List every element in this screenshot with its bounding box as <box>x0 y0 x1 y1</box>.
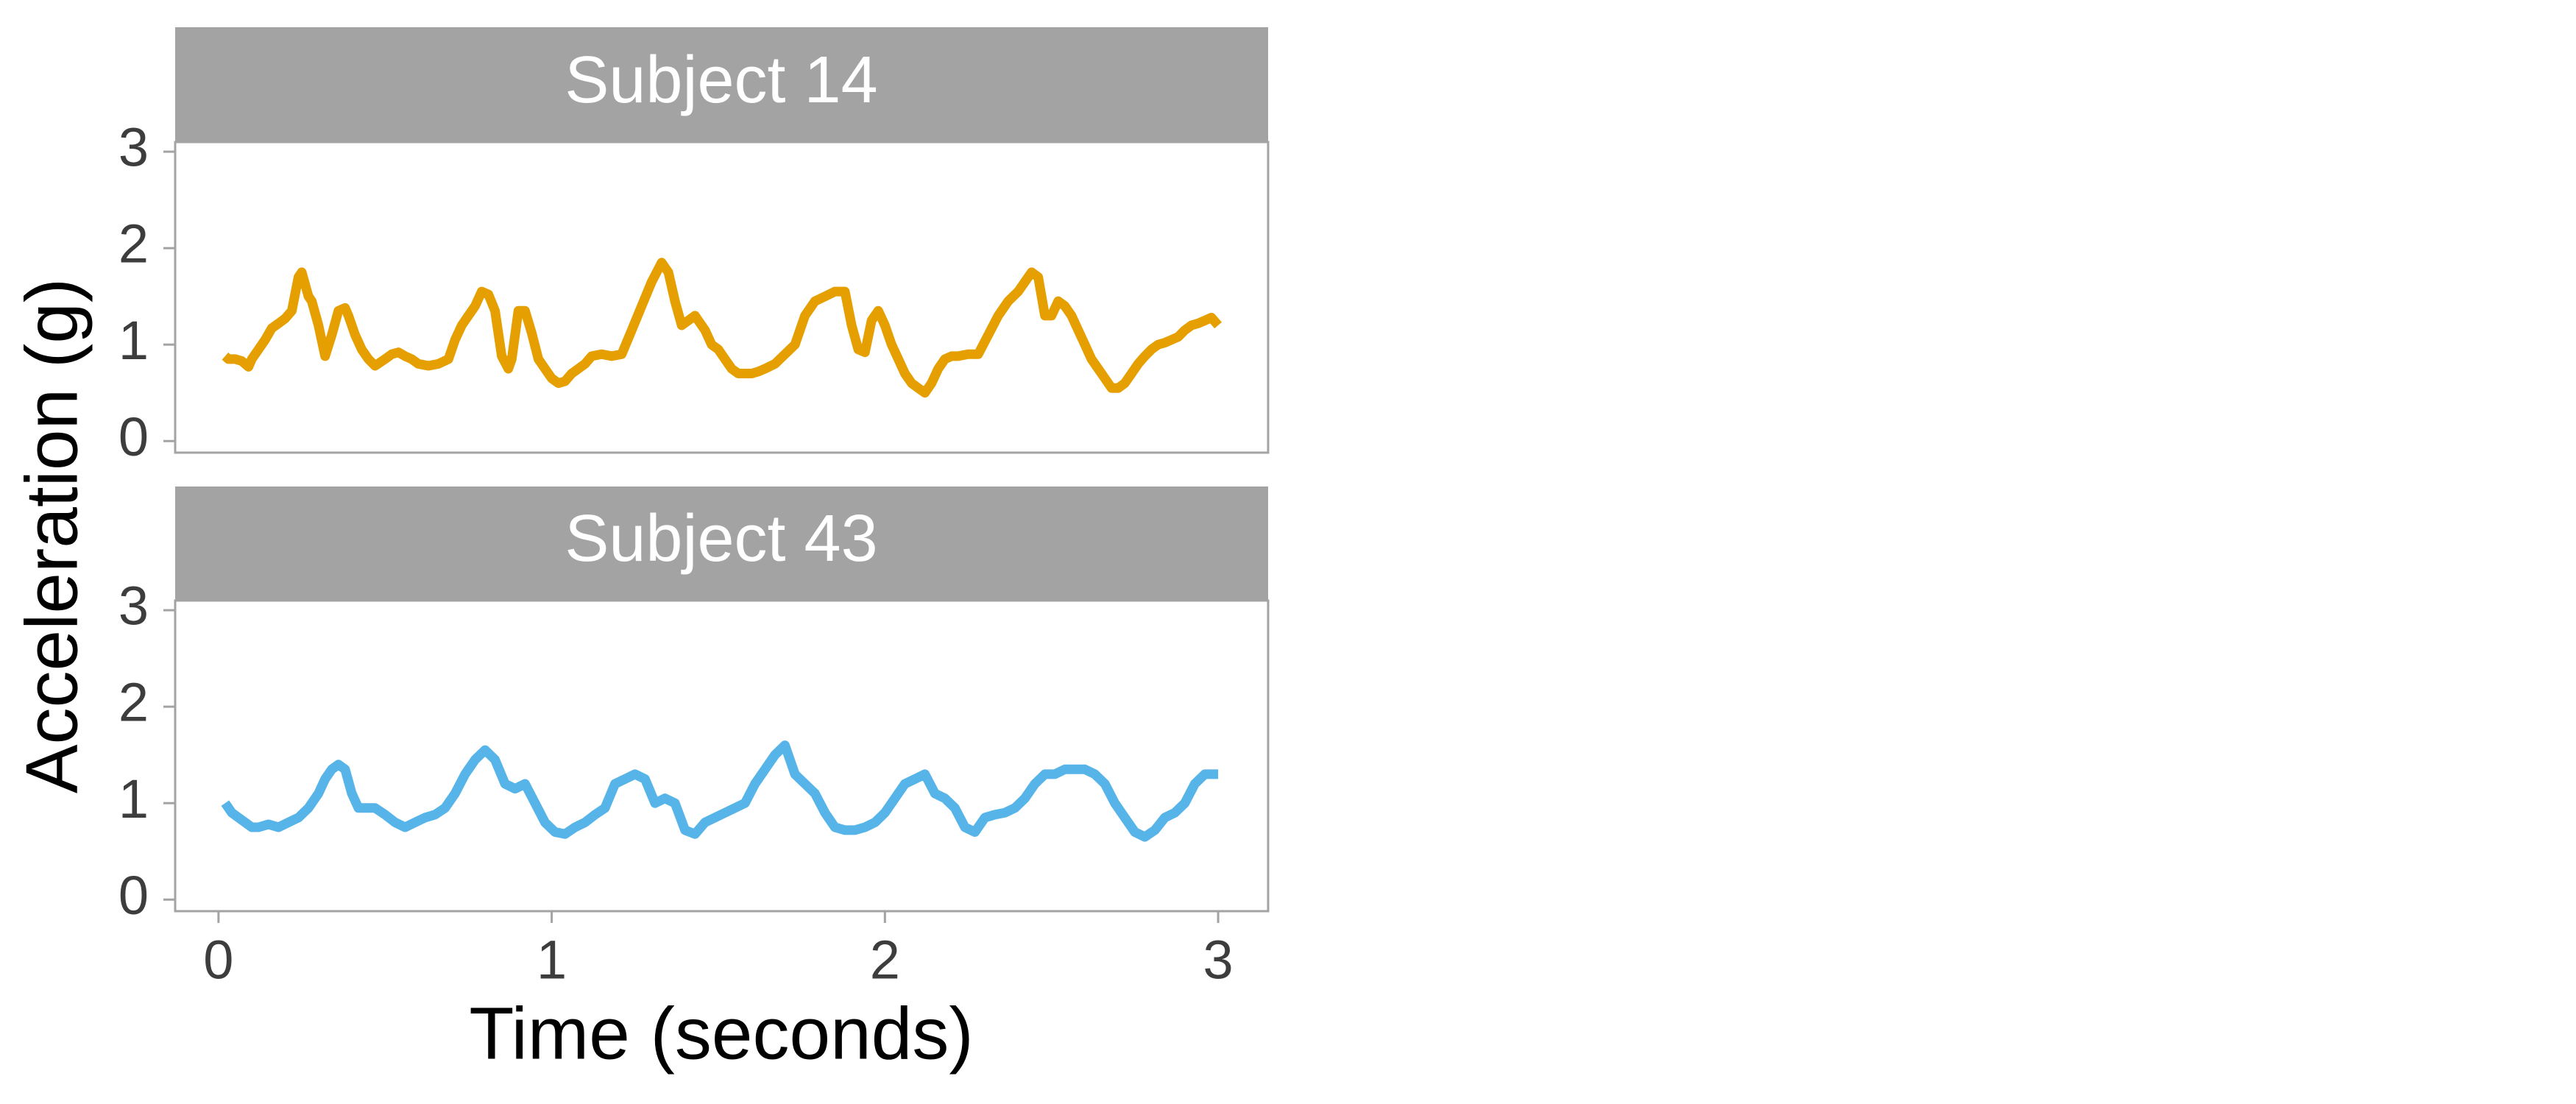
x-tick-label: 2 <box>870 930 900 991</box>
x-tick-label: 1 <box>537 930 567 991</box>
panel-subject-14: Subject 14 0 1 2 3 <box>118 27 1270 467</box>
y-axis: 0 1 2 3 <box>118 576 175 926</box>
y-tick-label: 0 <box>118 406 149 467</box>
y-tick-label: 2 <box>118 213 149 275</box>
strip-background <box>175 27 1268 142</box>
y-tick-label: 1 <box>118 310 149 371</box>
y-axis: 0 1 2 3 <box>118 117 175 467</box>
x-tick-label: 3 <box>1203 930 1234 991</box>
series-line-group <box>222 258 1222 398</box>
y-tick-label: 2 <box>118 672 149 733</box>
y-tick-label: 0 <box>118 865 149 926</box>
y-axis-title: Acceleration (g) <box>10 278 93 793</box>
series-line <box>222 258 1222 398</box>
y-tick-label: 3 <box>118 117 149 178</box>
x-tick-label: 0 <box>203 930 233 991</box>
series-line <box>221 740 1219 842</box>
plot-panel-border <box>174 141 1270 454</box>
strip-background <box>175 486 1268 601</box>
plot-panel-border <box>174 599 1270 913</box>
strip-label: Subject 43 <box>565 502 877 576</box>
x-axis-title: Time (seconds) <box>469 992 973 1075</box>
y-tick-label: 1 <box>118 768 149 829</box>
strip-label: Subject 14 <box>565 43 877 117</box>
panel-subject-43: Subject 43 0 1 2 3 0 1 2 3 <box>118 486 1270 991</box>
x-axis: 0 1 2 3 <box>203 911 1234 991</box>
series-line-group <box>221 740 1219 842</box>
y-tick-label: 3 <box>118 576 149 637</box>
